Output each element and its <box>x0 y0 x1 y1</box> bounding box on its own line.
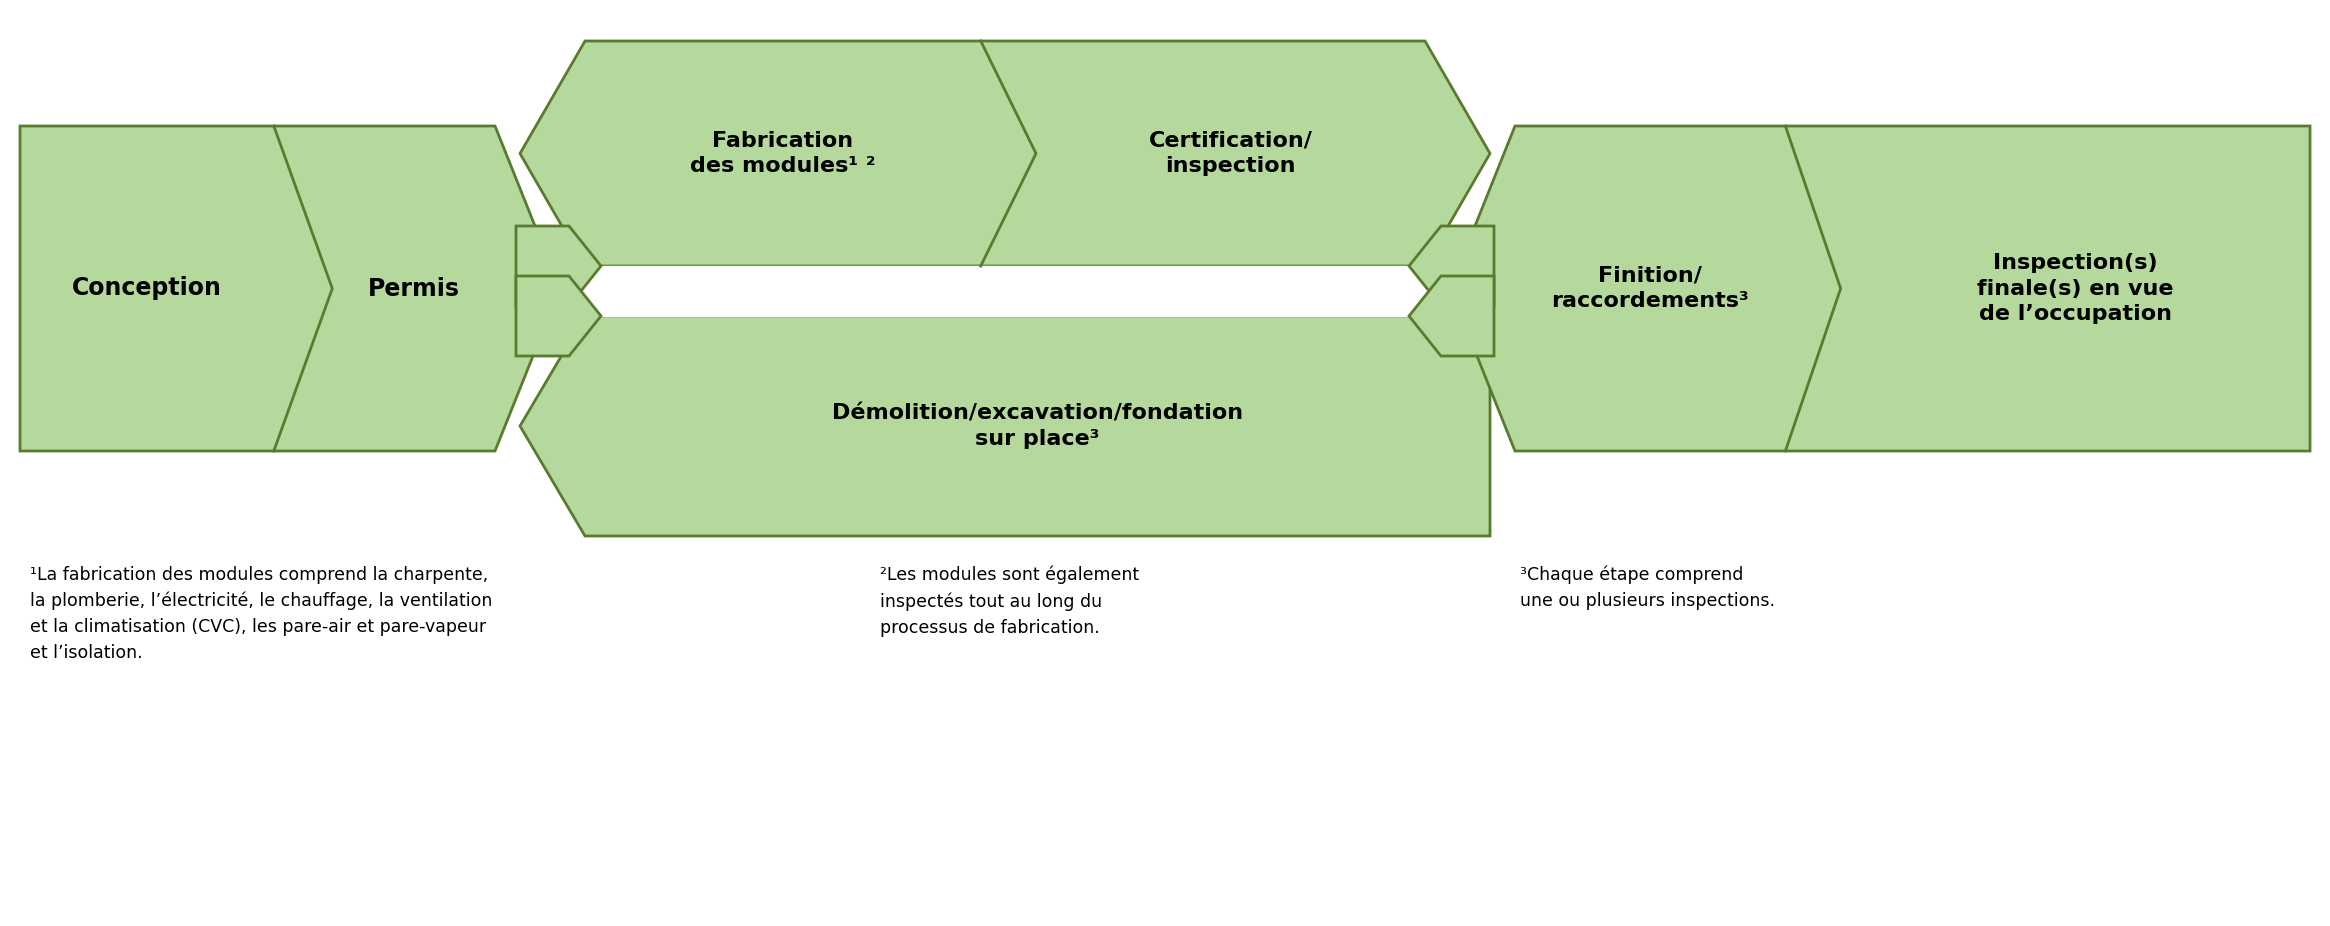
Polygon shape <box>1410 276 1494 356</box>
Text: Finition/
raccordements³: Finition/ raccordements³ <box>1552 266 1750 311</box>
Text: Démolition/excavation/fondation
sur place³: Démolition/excavation/fondation sur plac… <box>832 403 1244 449</box>
Polygon shape <box>515 226 601 306</box>
Text: Conception: Conception <box>72 277 221 301</box>
Polygon shape <box>1410 226 1494 306</box>
Polygon shape <box>520 316 1489 536</box>
Text: Inspection(s)
finale(s) en vue
de l’occupation: Inspection(s) finale(s) en vue de l’occu… <box>1978 253 2174 324</box>
Polygon shape <box>21 126 559 451</box>
Text: ¹La fabrication des modules comprend la charpente,
la plomberie, l’électricité, : ¹La fabrication des modules comprend la … <box>30 566 492 662</box>
Polygon shape <box>1449 126 2309 451</box>
Text: ³Chaque étape comprend
une ou plusieurs inspections.: ³Chaque étape comprend une ou plusieurs … <box>1519 566 1775 610</box>
Text: Permis: Permis <box>368 277 459 301</box>
Polygon shape <box>515 276 601 356</box>
Bar <box>585 266 1426 316</box>
Text: ²Les modules sont également
inspectés tout au long du
processus de fabrication.: ²Les modules sont également inspectés to… <box>881 566 1139 637</box>
Polygon shape <box>520 41 1489 266</box>
Text: Certification/
inspection: Certification/ inspection <box>1149 131 1312 176</box>
Text: Fabrication
des modules¹ ²: Fabrication des modules¹ ² <box>690 131 876 176</box>
